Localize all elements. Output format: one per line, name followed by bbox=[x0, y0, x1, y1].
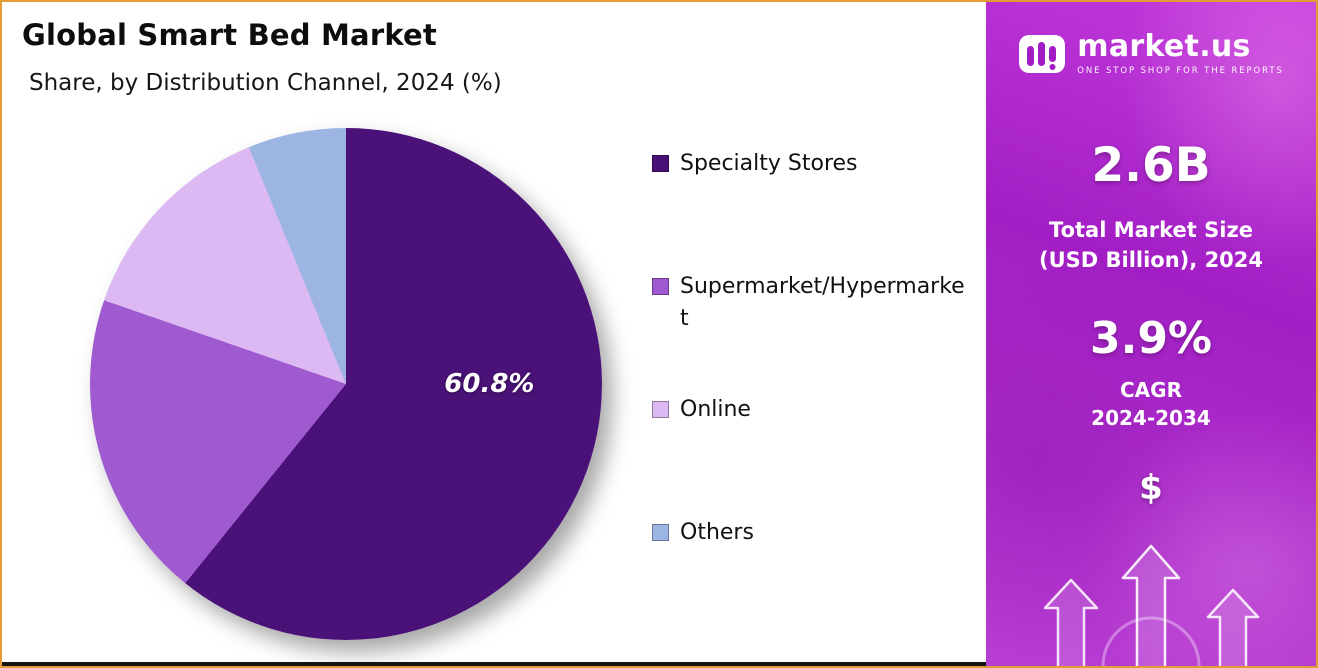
brand-text: market.us ONE STOP SHOP FOR THE REPORTS bbox=[1077, 29, 1284, 77]
marketus-logo-icon bbox=[1019, 35, 1066, 73]
chart-panel: Global Smart Bed Market Share, by Distri… bbox=[2, 2, 986, 666]
growth-arrows-icon bbox=[1043, 544, 1260, 666]
legend-label: Specialty Stores bbox=[680, 151, 858, 176]
market-size-label-line2: (USD Billion), 2024 bbox=[1038, 248, 1264, 272]
legend-item: Online bbox=[652, 394, 751, 426]
legend-item: Specialty Stores bbox=[652, 148, 858, 180]
brand-lockup: market.us ONE STOP SHOP FOR THE REPORTS bbox=[1018, 32, 1283, 76]
legend-swatch bbox=[652, 401, 669, 418]
market-size-label-line1: Total Market Size bbox=[1049, 218, 1253, 242]
market-size-value: 2.6B bbox=[1091, 138, 1211, 193]
chart-title: Global Smart Bed Market bbox=[22, 18, 437, 52]
cagr-value: 3.9% bbox=[1089, 313, 1213, 364]
cagr-label: CAGR 2024-2034 bbox=[1091, 376, 1211, 432]
brand-name: market.us bbox=[1077, 29, 1251, 64]
legend-label: Online bbox=[680, 397, 751, 422]
legend-item: Others bbox=[652, 517, 754, 549]
market-size-label: Total Market Size (USD Billion), 2024 bbox=[1039, 215, 1263, 275]
legend-label: Others bbox=[680, 520, 754, 545]
chart-legend: Specialty Stores Supermarket/Hypermarket… bbox=[652, 148, 987, 628]
legend-swatch bbox=[652, 278, 669, 295]
cagr-label-line1: CAGR bbox=[1120, 378, 1182, 402]
pie-chart: 60.8% bbox=[90, 128, 602, 640]
legend-label: Supermarket/Hypermarket bbox=[680, 274, 965, 331]
brand-sidebar: market.us ONE STOP SHOP FOR THE REPORTS … bbox=[986, 2, 1316, 666]
legend-swatch bbox=[652, 155, 669, 172]
legend-item: Supermarket/Hypermarket bbox=[652, 271, 965, 335]
cagr-label-line2: 2024-2034 bbox=[1091, 406, 1211, 430]
brand-tagline: ONE STOP SHOP FOR THE REPORTS bbox=[1077, 66, 1284, 76]
legend-swatch bbox=[652, 524, 669, 541]
chart-subtitle: Share, by Distribution Channel, 2024 (%) bbox=[29, 70, 502, 96]
pie-slice-label: 60.8% bbox=[444, 369, 535, 399]
dollar-icon: $ bbox=[1139, 468, 1163, 508]
